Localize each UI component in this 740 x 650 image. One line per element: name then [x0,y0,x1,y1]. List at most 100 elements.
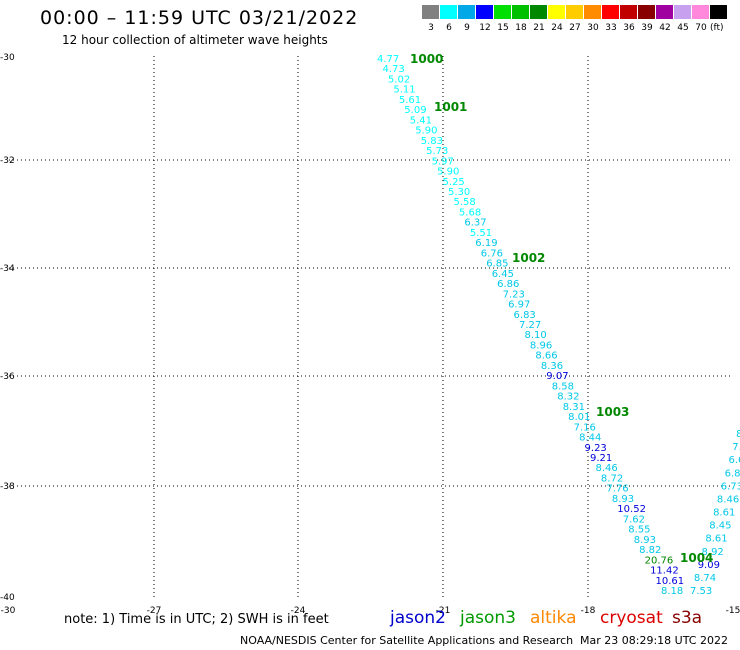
altimeter-track: 4.774.735.025.115.615.095.415.905.835.73… [377,54,740,597]
pass-number-label: 1000 [410,52,443,66]
wave-height-label: 7.16 [574,422,596,433]
wave-height-label: 7.62 [623,514,645,525]
wave-height-label: 6.8 [725,468,740,479]
page-subtitle: 12 hour collection of altimeter wave hei… [62,33,328,47]
map-grid [9,56,733,600]
wave-height-label: 7.27 [519,320,541,331]
legend-label: 70 [695,23,707,33]
wave-height-label: 6.85 [486,259,508,270]
wave-height-label: 8.01 [568,412,590,423]
lat-tick-label: -40 [0,593,15,603]
pass-number-label: 1001 [434,100,467,114]
footer-note: note: 1) Time is in UTC; 2) SWH is in fe… [64,612,329,627]
pass-number-label: 1003 [596,405,629,419]
wave-height-label: 8.45 [709,521,731,532]
wave-height-label: 9.09 [698,560,720,571]
lon-tick-label: -30 [1,606,16,616]
satellite-name: jason3 [460,608,516,628]
wave-height-label: 4.73 [382,64,404,75]
wave-height-label: 8.32 [557,392,579,403]
wave-height-label: 9.07 [546,371,568,382]
satellite-name: altika [530,608,577,628]
wave-height-label: 9.21 [590,453,612,464]
legend-swatch [566,5,583,19]
lon-tick-label: -21 [436,606,451,616]
legend-swatch [620,5,637,19]
legend-label: 33 [605,23,617,33]
wave-height-label: 5.09 [404,105,426,116]
legend-label: 15 [497,23,509,33]
wave-height-label: 8.82 [639,545,661,556]
wave-height-label: 4.77 [377,54,399,65]
wave-height-label: 8.61 [705,534,727,545]
legend-label: 3 [428,23,434,33]
legend-swatch [638,5,655,19]
wave-height-label: 6.6 [728,455,740,466]
map-axes: -30 -27 -24 -21 -18 -15 -30 -32 -34 -36 -38 -40 [0,53,740,616]
lon-tick-label: -24 [291,606,306,616]
wave-height-label: 5.11 [393,85,415,96]
legend-label: 27 [569,23,581,33]
wave-height-label: 8.55 [628,525,650,536]
wave-height-label: 5.41 [410,115,432,126]
wave-height-label: 5.90 [415,126,437,137]
legend-label: 36 [623,23,635,33]
legend-swatch [602,5,619,19]
wave-height-label: 7.76 [606,484,628,495]
wave-height-label: 5.90 [437,167,459,178]
wave-height-label: 7.53 [690,586,712,597]
wave-height-label: 8.46 [717,494,739,505]
legend-swatch [530,5,547,19]
wave-height-label: 11.42 [650,566,679,577]
pass-number-label: 1004 [680,551,713,565]
wave-height-label: 8.44 [579,433,601,444]
lat-tick-label: -32 [0,156,15,166]
wave-height-label: 7. [732,442,740,453]
wave-height-label: 7.23 [503,289,525,300]
wave-height-label: 10.52 [617,504,646,515]
wave-height-label: 5.97 [432,156,454,167]
legend-swatch [458,5,475,19]
wave-height-label: 5.83 [421,136,443,147]
wave-height-label: 8.74 [694,573,716,584]
legend-label: 21 [533,23,545,33]
wave-height-label: 5.68 [459,207,481,218]
wave-height-label: 5.51 [470,228,492,239]
wave-height-label: 8.58 [552,381,574,392]
legend-label: 42 [659,23,671,33]
legend-unit: (ft) [710,23,724,33]
wave-height-label: 6.37 [464,218,486,229]
legend-swatch [440,5,457,19]
page-title: 00:00 – 11:59 UTC 03/21/2022 [40,7,359,29]
wave-height-label: 20.76 [645,555,674,566]
wave-height-label: 6.86 [497,279,519,290]
wave-height-label: 9.23 [585,443,607,454]
legend-swatch [584,5,601,19]
lon-tick-label: -18 [581,606,596,616]
footer-timestamp: Mar 23 08:29:18 UTC 2022 [580,634,728,647]
legend-swatch [692,5,709,19]
wave-height-label: 10.61 [656,576,685,587]
legend-label: 9 [464,23,470,33]
wave-height-label: 5.02 [388,74,410,85]
wave-height-label: 6.45 [492,269,514,280]
legend-label: 30 [587,23,599,33]
legend-swatch [710,5,727,19]
legend-label: 39 [641,23,653,33]
wave-height-label: 5.25 [443,177,465,188]
pass-number-label: 1002 [512,251,545,265]
legend-swatch [512,5,529,19]
wave-height-label: 5.30 [448,187,470,198]
legend-swatch [476,5,493,19]
legend-label: 45 [677,23,689,33]
wave-height-label: 5.73 [426,146,448,157]
lat-tick-label: -30 [0,53,15,63]
legend-label: 18 [515,23,527,33]
legend-swatch [656,5,673,19]
satellite-name: jason2 [390,608,446,628]
wave-height-label: 8.93 [612,494,634,505]
lat-tick-label: -38 [0,482,15,492]
satellite-name: s3a [672,608,703,628]
wave-height-label: 5.61 [399,95,421,106]
